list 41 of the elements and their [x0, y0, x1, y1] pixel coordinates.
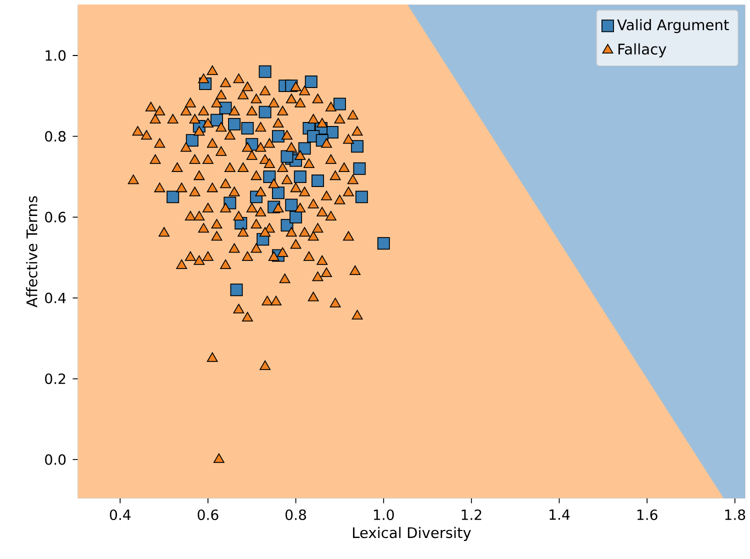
y-axis-title: Affective Terms [26, 196, 38, 308]
y-tick-label: 0.0 [45, 454, 66, 465]
y-tick-label: 0.4 [45, 292, 66, 304]
x-tick-label: 0.6 [198, 509, 218, 520]
x-tick-label: 1.4 [550, 509, 570, 520]
x-axis-title: Lexical Diversity [353, 526, 471, 542]
y-tick-label: 0.6 [45, 212, 66, 222]
x-tick-label: 1.2 [462, 509, 482, 520]
y-tick-label: 0.8 [45, 130, 66, 142]
y-tick-label: 0.2 [45, 373, 66, 384]
x-tick-label: 1.0 [374, 509, 394, 520]
point [355, 190, 368, 204]
point [351, 140, 364, 153]
point [353, 162, 366, 175]
point [166, 190, 180, 204]
point [228, 118, 241, 130]
point [280, 150, 294, 163]
legend-label: Fallacy [618, 43, 666, 58]
point [272, 186, 284, 200]
point [230, 284, 243, 296]
legend-label: Valid Argument [617, 19, 729, 34]
point [290, 210, 302, 224]
point [241, 122, 254, 134]
point [294, 170, 306, 183]
point [272, 130, 284, 143]
point [263, 170, 276, 183]
point [304, 76, 318, 88]
x-tick-label: 1.6 [637, 509, 658, 520]
x-tick-label: 1.8 [725, 509, 746, 520]
point [258, 65, 272, 78]
y-tick-label: 1.0 [46, 50, 66, 61]
x-tick-label: 0.4 [110, 509, 131, 520]
point [333, 98, 346, 110]
point [258, 106, 272, 118]
point [377, 237, 390, 250]
point [285, 198, 298, 212]
point [219, 102, 232, 114]
point [312, 174, 324, 188]
point [186, 134, 198, 147]
point [298, 142, 311, 155]
x-tick-label: 0.8 [286, 509, 306, 520]
